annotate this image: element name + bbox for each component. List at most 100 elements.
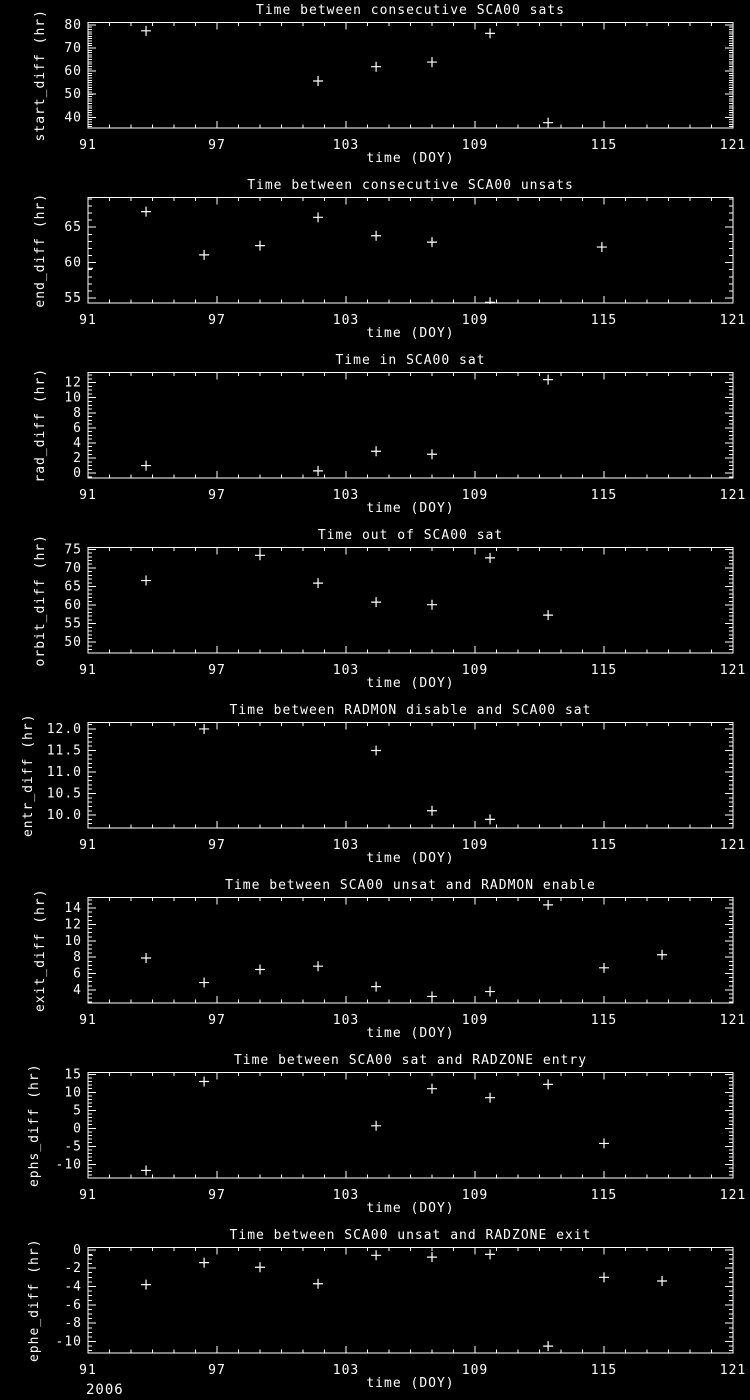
y-tick-label: 8 [73, 406, 82, 421]
data-point-marker [599, 1138, 609, 1149]
data-point-marker [313, 76, 324, 87]
y-tick-label: 40 [64, 110, 82, 125]
data-point-marker [255, 240, 265, 251]
data-point-marker [313, 465, 324, 476]
y-tick-label: 0 [73, 1121, 82, 1136]
chart-svg-8: Time between SCA00 unsat and RADZONE exi… [27, 1228, 746, 1391]
x-tick-label: 103 [333, 1363, 359, 1378]
data-points [88, 206, 607, 304]
x-tick-label: 115 [591, 313, 617, 328]
x-tick-label: 97 [208, 838, 226, 853]
plot-frame [87, 1072, 734, 1179]
plot-frame [87, 547, 734, 654]
x-axis-label: time (DOY) [366, 1201, 454, 1216]
y-tick-label: -6 [64, 1298, 82, 1313]
plot-frame [87, 197, 734, 304]
y-tick-label: 80 [64, 18, 82, 33]
y-tick-label: -10 [56, 1335, 82, 1350]
x-tick-label: 103 [333, 138, 359, 153]
y-tick-label: 6 [73, 967, 82, 982]
data-point-marker [485, 297, 496, 304]
data-point-marker [141, 206, 152, 217]
x-ticks [87, 372, 734, 478]
x-tick-label: 121 [720, 1013, 746, 1028]
x-ticks [87, 22, 734, 128]
x-axis-label: time (DOY) [366, 676, 454, 691]
data-point-marker [199, 977, 210, 988]
y-tick-label: 50 [64, 635, 82, 650]
y-ticks [88, 1249, 733, 1352]
x-tick-label: 121 [720, 1363, 746, 1378]
x-tick-label: 103 [333, 1188, 359, 1203]
y-tick-label: 2 [73, 451, 82, 466]
subplot-2: Time between consecutive SCA00 unsats tim… [0, 175, 750, 350]
y-axis-label: orbit_diff (hr) [33, 534, 48, 666]
x-tick-label: 109 [462, 1188, 488, 1203]
y-ticks [88, 899, 733, 1003]
x-ticks [87, 897, 734, 1003]
y-tick-label: 0 [73, 1243, 82, 1258]
data-point-marker [371, 745, 382, 756]
y-tick-label: 60 [64, 598, 82, 613]
chart-title: Time between consecutive SCA00 sats [256, 3, 565, 18]
y-axis-label: end_diff (hr) [33, 193, 48, 308]
footer-year-label: 2006 [86, 1382, 124, 1398]
data-point-marker [427, 599, 437, 610]
x-axis-label: time (DOY) [366, 851, 454, 866]
data-point-marker [141, 575, 152, 586]
subplot-3: Time in SCA00 sat time (DOY) rad_diff (hr)… [0, 350, 750, 525]
x-tick-label: 97 [208, 138, 226, 153]
data-point-marker [543, 1341, 554, 1352]
data-point-marker [657, 949, 668, 960]
y-ticks [88, 1073, 733, 1176]
data-point-marker [427, 237, 437, 248]
x-tick-label: 115 [591, 838, 617, 853]
y-axis-label: rad_diff (hr) [33, 368, 48, 483]
y-tick-label: 60 [64, 256, 82, 271]
y-ticks [88, 374, 733, 478]
y-tick-label: 4 [73, 436, 82, 451]
y-tick-label: 6 [73, 421, 82, 436]
data-point-marker [596, 242, 607, 253]
y-tick-label: -2 [64, 1261, 82, 1276]
y-tick-label: 60 [64, 64, 82, 79]
x-tick-label: 109 [462, 138, 488, 153]
data-point-marker [371, 1250, 382, 1261]
data-point-marker [485, 552, 496, 563]
y-tick-label: 0 [73, 466, 82, 481]
plot-frame [87, 372, 734, 479]
data-point-marker [371, 597, 382, 608]
y-tick-label: 14 [64, 901, 82, 916]
x-tick-label: 91 [79, 488, 97, 503]
chart-svg-1: Time between consecutive SCA00 sats time … [33, 3, 745, 166]
x-tick-label: 103 [333, 488, 359, 503]
data-point-marker [199, 723, 210, 734]
x-axis-label: time (DOY) [366, 1376, 454, 1391]
data-point-marker [313, 212, 324, 223]
data-point-marker [427, 57, 437, 68]
y-ticks [88, 724, 733, 829]
data-point-marker [88, 89, 93, 100]
chart-svg-3: Time in SCA00 sat time (DOY) rad_diff (hr)… [33, 353, 745, 516]
data-points [141, 899, 668, 1002]
y-axis-label: exit_diff (hr) [33, 888, 48, 1012]
x-tick-label: 97 [208, 1188, 226, 1203]
data-point-marker [543, 610, 554, 621]
x-tick-label: 109 [462, 1363, 488, 1378]
x-tick-label: 91 [79, 1363, 97, 1378]
x-ticks [87, 197, 734, 303]
data-point-marker [485, 1092, 496, 1103]
data-points [141, 550, 554, 621]
chart-svg-7: Time between SCA00 sat and RADZONE entry… [27, 1053, 745, 1216]
y-tick-label: 10.5 [47, 787, 82, 802]
y-axis-label: ephe_diff (hr) [27, 1238, 42, 1362]
y-ticks [88, 198, 733, 299]
chart-svg-2: Time between consecutive SCA00 unsats tim… [33, 178, 745, 341]
y-tick-label: 10 [64, 391, 82, 406]
y-tick-label: 10 [64, 934, 82, 949]
x-tick-label: 103 [333, 313, 359, 328]
data-point-marker [427, 805, 437, 816]
subplot-4: Time out of SCA00 sat time (DOY) orbit_dif… [0, 525, 750, 700]
y-axis-label: ephs_diff (hr) [27, 1063, 42, 1187]
